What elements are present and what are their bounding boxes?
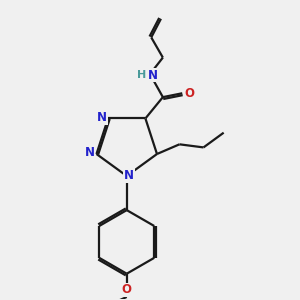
Text: N: N (85, 146, 94, 159)
Text: O: O (122, 284, 132, 296)
Text: H: H (136, 70, 146, 80)
Text: N: N (148, 68, 158, 82)
Text: O: O (184, 87, 194, 100)
Text: N: N (124, 169, 134, 182)
Text: N: N (97, 111, 107, 124)
